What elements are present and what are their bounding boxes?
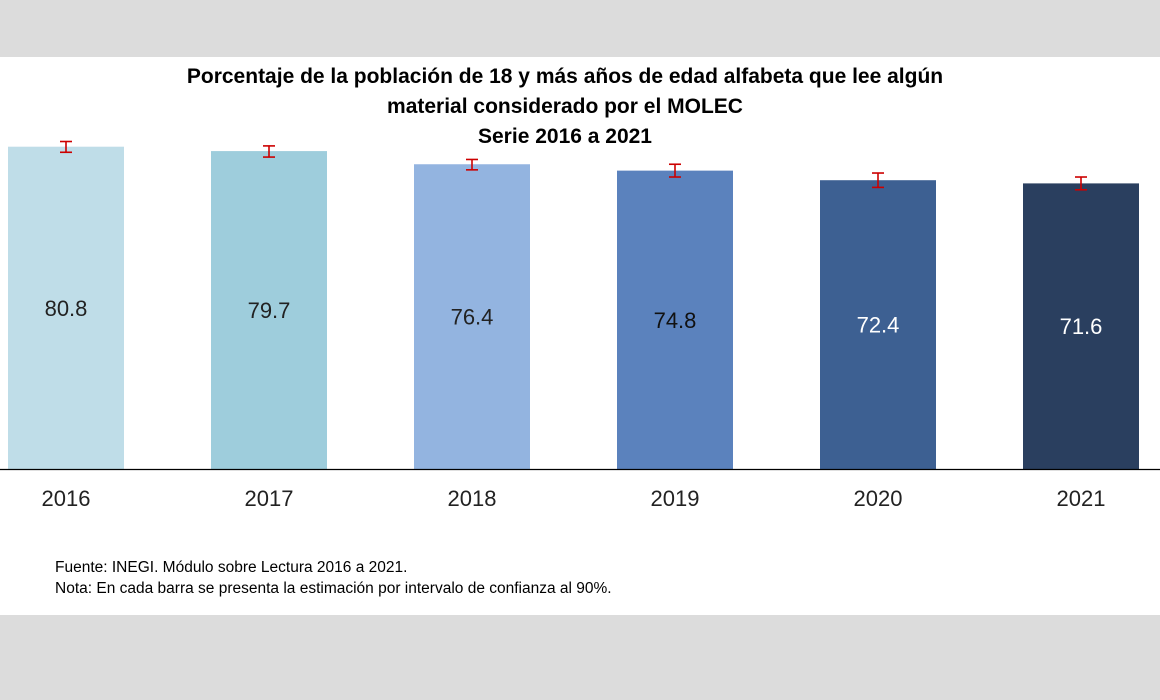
x-tick-label-2021: 2021 — [1057, 486, 1106, 511]
x-tick-label-2020: 2020 — [854, 486, 903, 511]
chart-footer: Fuente: INEGI. Módulo sobre Lectura 2016… — [55, 557, 612, 599]
value-label-2018: 76.4 — [451, 305, 494, 330]
value-label-2017: 79.7 — [248, 298, 291, 323]
value-label-2016: 80.8 — [45, 296, 88, 321]
bar-2019 — [617, 170, 733, 469]
chart-title-line-3: Serie 2016 a 2021 — [478, 125, 652, 148]
chart-title-line-2: material considerado por el MOLEC — [387, 95, 743, 118]
x-tick-label-2018: 2018 — [448, 486, 497, 511]
bar-2016 — [8, 146, 124, 469]
bar-2021 — [1023, 183, 1139, 469]
source-note: Fuente: INEGI. Módulo sobre Lectura 2016… — [55, 559, 408, 576]
chart-panel — [0, 57, 1160, 615]
chart-title-line-1: Porcentaje de la población de 18 y más a… — [186, 65, 944, 88]
bar-2020 — [820, 180, 936, 469]
confidence-note: Nota: En cada barra se presenta la estim… — [55, 580, 612, 597]
bar-2018 — [414, 164, 530, 469]
value-label-2021: 71.6 — [1060, 314, 1103, 339]
chart-title: Porcentaje de la población de 18 y más a… — [0, 62, 1130, 152]
x-tick-label-2017: 2017 — [245, 486, 294, 511]
value-label-2020: 72.4 — [857, 313, 900, 338]
value-label-2019: 74.8 — [654, 308, 697, 333]
x-tick-label-2016: 2016 — [42, 486, 91, 511]
x-tick-label-2019: 2019 — [651, 486, 700, 511]
bar-2017 — [211, 151, 327, 469]
